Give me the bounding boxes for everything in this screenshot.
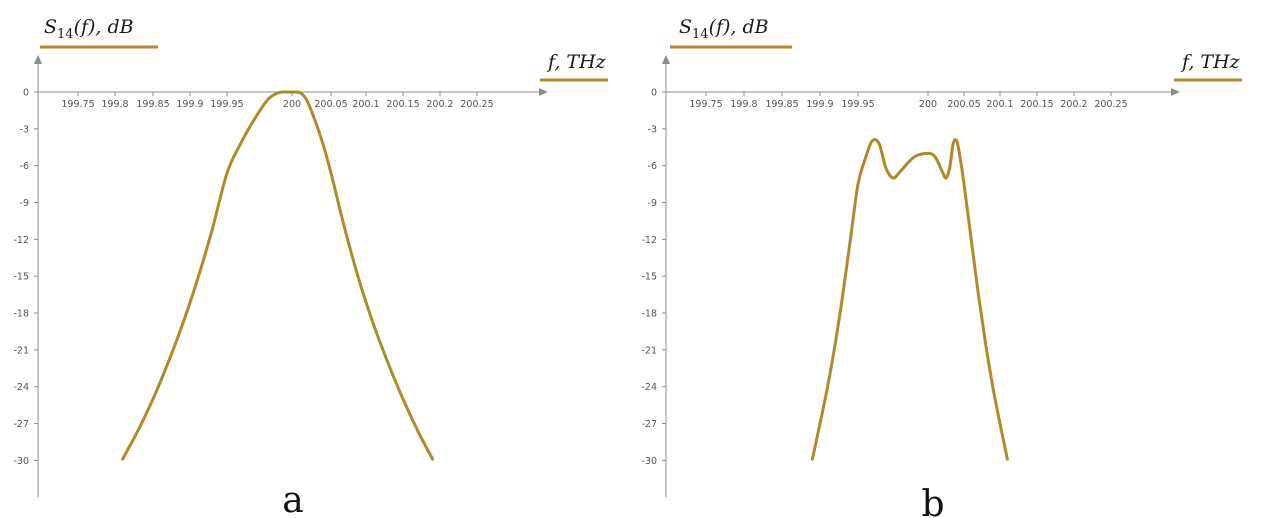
- y-tick-label: 0: [651, 88, 657, 99]
- x-tick-label: 200.25: [460, 99, 493, 110]
- y-tick-label: -30: [13, 456, 29, 467]
- x-axis-title: f, THz: [546, 51, 607, 73]
- x-tick-label: 200.05: [947, 99, 980, 110]
- x-tick-label: 199.9: [176, 99, 203, 110]
- x-tick-label: 199.9: [806, 99, 833, 110]
- x-tick-label: 200.1: [352, 99, 379, 110]
- y-tick-label: -24: [641, 382, 657, 393]
- y-tick-label: -9: [648, 198, 657, 209]
- y-tick-label: -12: [641, 235, 657, 246]
- x-tick-label: 200: [283, 99, 301, 110]
- y-tick-label: -15: [641, 272, 657, 283]
- panel-label: a: [282, 480, 303, 518]
- x-tick-label: 200.15: [386, 99, 419, 110]
- x-tick-label: 199.85: [136, 99, 169, 110]
- y-tick-label: -3: [20, 124, 29, 135]
- y-tick-label: -12: [13, 235, 29, 246]
- x-axis-arrow: [1171, 88, 1180, 96]
- y-tick-label: -18: [641, 309, 657, 320]
- y-axis-arrow: [662, 55, 670, 64]
- y-tick-label: -18: [13, 309, 29, 320]
- y-axis-title: S14(f), dB: [44, 16, 134, 42]
- x-tick-label: 199.75: [61, 99, 94, 110]
- panel-label: b: [921, 484, 944, 518]
- y-axis-title: S14(f), dB: [679, 16, 769, 42]
- x-tick-label: 200.2: [1060, 99, 1087, 110]
- x-tick-label: 199.85: [765, 99, 798, 110]
- y-tick-label: -27: [641, 419, 657, 430]
- y-tick-label: -6: [648, 161, 657, 172]
- x-tick-label: 199.95: [841, 99, 874, 110]
- x-axis-title: f, THz: [1180, 51, 1241, 73]
- x-tick-label: 200.1: [986, 99, 1013, 110]
- x-tick-label: 200.25: [1094, 99, 1127, 110]
- y-tick-label: 0: [23, 88, 29, 99]
- y-tick-label: -9: [20, 198, 29, 209]
- y-tick-label: -24: [13, 382, 29, 393]
- x-tick-label: 200.15: [1020, 99, 1053, 110]
- x-tick-label: 200.05: [314, 99, 347, 110]
- y-tick-label: -27: [13, 419, 29, 430]
- chart-panel-a: 199.75 199.8 199.85 199.9 199.95 200 200.05 200…: [13, 16, 608, 518]
- x-tick-label: 199.95: [210, 99, 243, 110]
- y-tick-label: -6: [20, 161, 29, 172]
- x-tick-label: 200: [919, 99, 937, 110]
- x-tick-label: 200.2: [426, 99, 453, 110]
- x-tick-label: 199.8: [730, 99, 757, 110]
- x-axis-arrow: [539, 88, 548, 96]
- series-line: [121, 90, 435, 461]
- chart-panel-b: 199.75 199.8 199.85 199.9 199.95 200 200.05 200…: [641, 16, 1242, 518]
- x-tick-label: 199.8: [101, 99, 128, 110]
- y-tick-label: -15: [13, 272, 29, 283]
- y-tick-label: -30: [641, 456, 657, 467]
- y-tick-label: -21: [641, 345, 657, 356]
- y-tick-label: -3: [648, 124, 657, 135]
- x-tick-label: 199.75: [689, 99, 722, 110]
- y-axis-arrow: [34, 55, 42, 64]
- series-line: [810, 138, 1009, 461]
- y-tick-label: -21: [13, 345, 29, 356]
